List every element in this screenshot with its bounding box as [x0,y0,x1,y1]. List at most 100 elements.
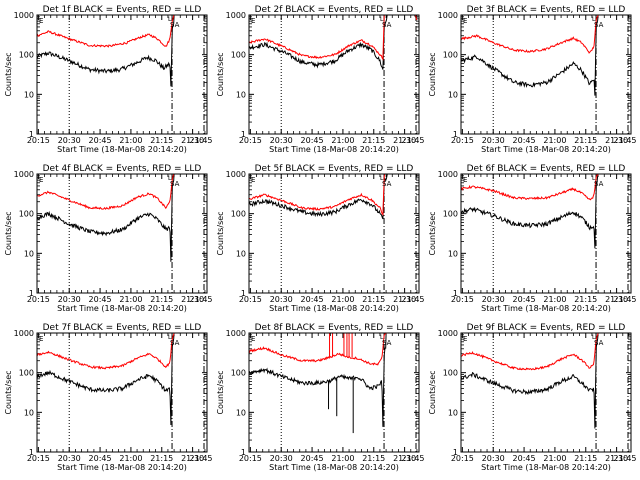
x-tick-label: 21:00 [543,136,566,145]
x-tick-label: 20:45 [301,295,324,304]
y-tick-label: 1000 [438,170,458,179]
x-tick-label: 21:15 [150,295,173,304]
corner-label-sa: SA [594,339,604,347]
x-axis-label: Start Time (18-Mar-08 20:14:20) [269,304,399,313]
y-tick-label: 100 [19,210,34,219]
x-tick-label: 20:15 [239,136,262,145]
panel-det-9f: Det 9f BLACK = Events, RED = LLD Counts/s… [428,323,637,472]
series-group [461,333,599,429]
lld-series-line [461,333,599,371]
x-tick-label: 20:30 [270,454,293,463]
series-group [37,15,175,87]
y-axis-label: Counts/sec [428,52,437,96]
x-tick-label: 21:15 [574,295,597,304]
y-axis-label: Counts/sec [428,211,437,255]
panel-title: Det 8f BLACK = Events, RED = LLD [255,323,414,333]
x-tick-label: 21:15 [150,136,173,145]
x-axis-label: Start Time (18-Mar-08 20:14:20) [57,463,187,472]
y-axis-label: Counts/sec [216,211,225,255]
corner-label-e: E [251,17,255,25]
x-tick-label: 21:30 [605,136,628,145]
y-tick-label: 1 [241,130,246,139]
x-axis-label: Start Time (18-Mar-08 20:14:20) [481,145,611,154]
x-tick-label: 21:00 [543,454,566,463]
panel-title: Det 9f BLACK = Events, RED = LLD [467,323,626,333]
plot-frame [460,173,632,294]
x-tick-label: 21:30 [393,136,416,145]
corner-label-sa: SA [382,180,392,188]
events-series-line [249,174,417,220]
y-tick-label: 1 [453,289,458,298]
corner-label-sa: SA [170,21,180,29]
panel-title: Det 7f BLACK = Events, RED = LLD [43,323,202,333]
x-tick-label: 21:45 [189,454,212,463]
x-tick-label: 21:15 [574,454,597,463]
x-tick-label: 20:45 [89,454,112,463]
y-tick-label: 10 [448,249,458,258]
y-tick-label: 1 [241,448,246,457]
x-tick-label: 20:30 [482,136,505,145]
x-tick-label: 21:00 [119,295,142,304]
y-tick-label: 100 [443,210,458,219]
y-axis-label: Counts/sec [4,211,13,255]
y-tick-label: 10 [236,90,246,99]
x-tick-label: 20:45 [301,454,324,463]
x-tick-label: 20:15 [27,136,50,145]
x-tick-label: 21:00 [331,136,354,145]
panel-title: Det 5f BLACK = Events, RED = LLD [255,164,414,174]
x-tick-label: 21:00 [331,454,354,463]
x-tick-label: 20:15 [27,454,50,463]
x-tick-label: 20:30 [482,454,505,463]
x-tick-label: 21:30 [605,295,628,304]
y-tick-label: 1000 [14,11,34,20]
y-tick-label: 10 [24,249,34,258]
events-series-line [37,333,175,426]
x-tick-label: 20:30 [58,136,81,145]
x-tick-label: 20:45 [301,136,324,145]
events-series-line [461,333,599,429]
y-tick-label: 1000 [14,170,34,179]
y-tick-label: 10 [448,408,458,417]
x-tick-label: 21:45 [613,454,636,463]
corner-label-l: L [592,334,596,341]
x-tick-label: 20:15 [239,295,262,304]
x-tick-label: 21:45 [401,454,424,463]
lld-series-line [461,15,599,54]
y-axis-label: Counts/sec [4,370,13,414]
x-tick-label: 21:30 [181,454,204,463]
y-tick-label: 10 [448,90,458,99]
panel-det-8f: Det 8f BLACK = Events, RED = LLD Counts/s… [216,323,425,472]
plot-frame [36,332,208,453]
corner-label-sa: SA [170,339,180,347]
corner-label-sa: SA [382,339,392,347]
panel-title: Det 4f BLACK = Events, RED = LLD [43,164,202,174]
series-group [249,174,417,220]
corner-label-e: E [251,335,255,343]
corner-label-e: E [39,335,43,343]
y-tick-label: 100 [19,51,34,60]
panel-det-6f: Det 6f BLACK = Events, RED = LLD Counts/s… [428,164,637,313]
corner-label-l: L [168,334,172,341]
x-tick-label: 21:00 [543,295,566,304]
x-tick-label: 21:30 [605,454,628,463]
y-tick-label: 1000 [14,329,34,338]
y-tick-label: 10 [236,408,246,417]
series-group [37,333,175,426]
lld-series-line [249,333,387,366]
x-tick-label: 21:00 [119,136,142,145]
lld-series-line [37,174,175,210]
corner-label-e: E [39,176,43,184]
y-tick-label: 100 [443,51,458,60]
events-series-line [37,15,175,87]
y-tick-label: 10 [24,90,34,99]
x-tick-label: 21:15 [362,454,385,463]
panel-det-5f: Det 5f BLACK = Events, RED = LLD Counts/s… [216,164,425,313]
corner-label-sa: SA [594,21,604,29]
lld-series-line [37,15,175,48]
corner-label-e: E [463,17,467,25]
y-axis-label: Counts/sec [428,370,437,414]
y-tick-label: 1000 [438,11,458,20]
x-tick-label: 20:15 [239,454,262,463]
x-tick-label: 21:30 [181,136,204,145]
series-group [461,174,599,249]
